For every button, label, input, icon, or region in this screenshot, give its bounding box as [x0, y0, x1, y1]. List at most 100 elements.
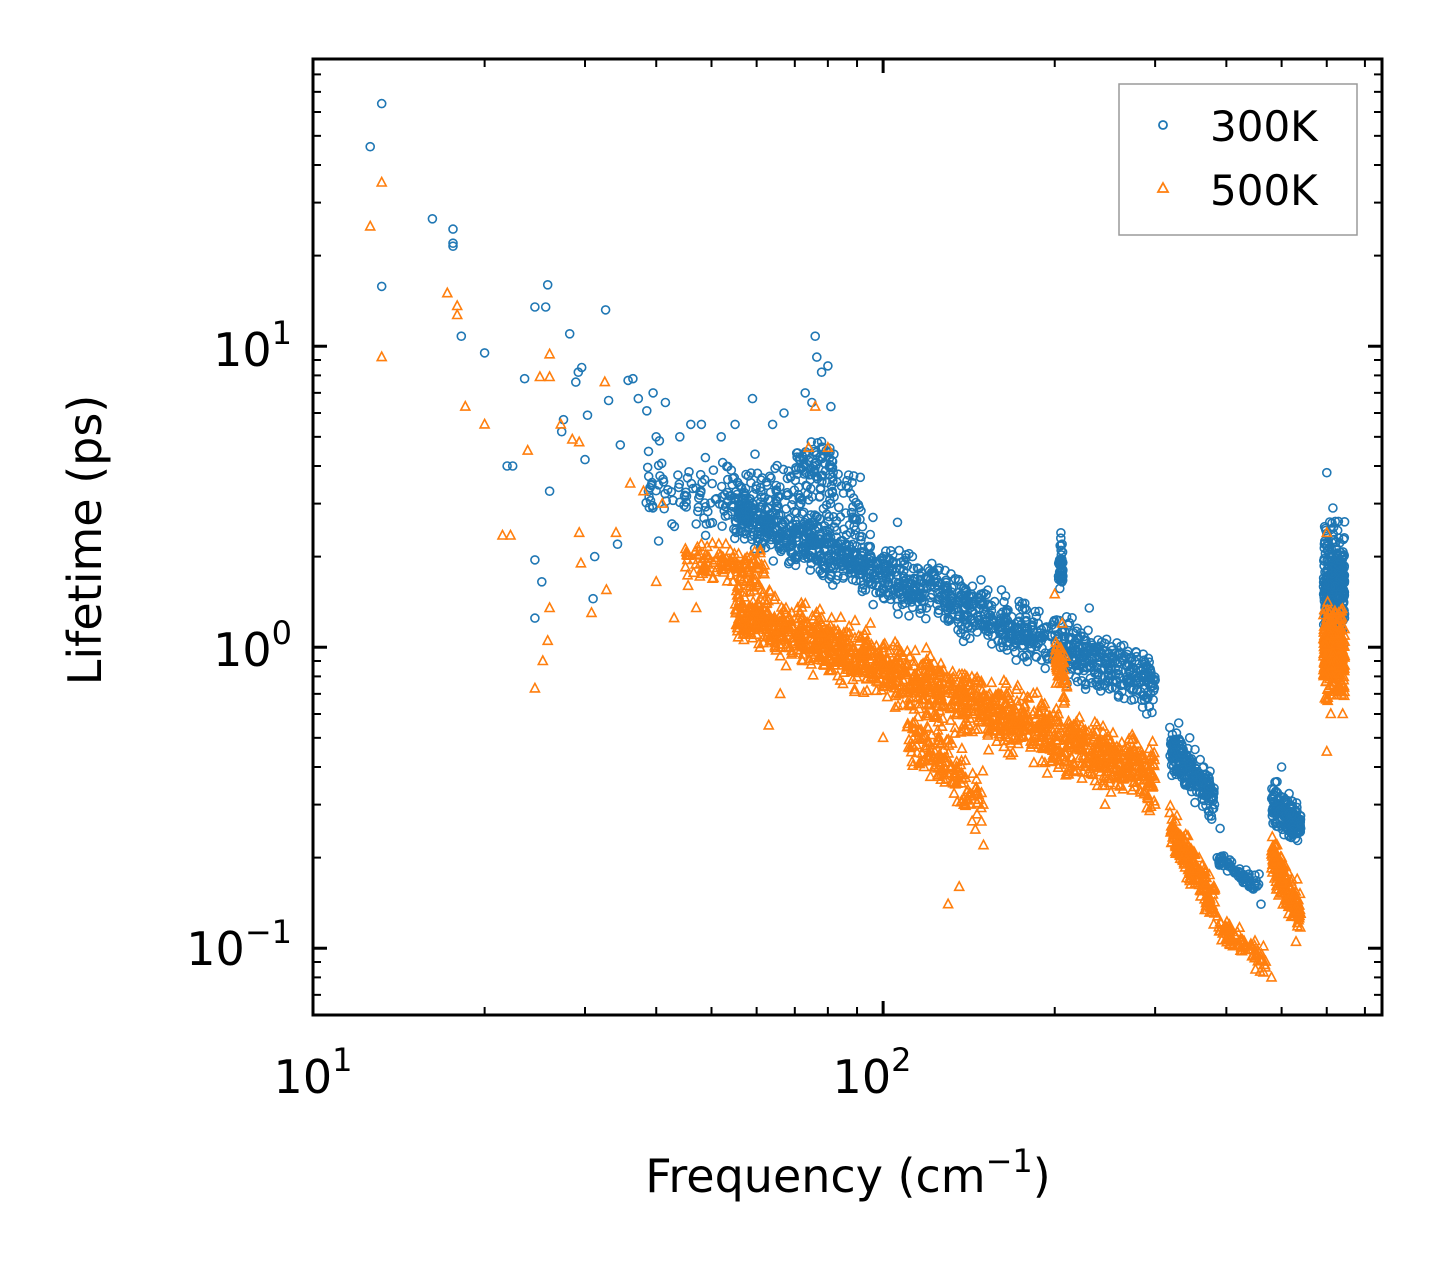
data-point-300k [1203, 776, 1214, 786]
data-point-300k [1322, 564, 1333, 575]
data-point-300k [730, 419, 740, 430]
data-point-300k [1184, 759, 1194, 770]
data-point-300k [1055, 540, 1065, 551]
data-point-300k [642, 462, 653, 473]
data-point-300k [978, 600, 988, 610]
data-point-300k [848, 471, 859, 481]
data-point-300k [643, 446, 654, 457]
data-point-300k [1113, 690, 1124, 701]
data-point-300k [848, 502, 858, 512]
data-point-300k [708, 465, 719, 476]
data-point-300k [1256, 899, 1266, 910]
data-point-300k [544, 486, 555, 497]
data-point-300k [1241, 877, 1252, 888]
data-point-300k [1269, 796, 1279, 807]
data-point-300k [959, 583, 969, 594]
data-point-300k [887, 556, 898, 567]
data-point-300k [1339, 588, 1349, 598]
data-point-300k [747, 393, 758, 404]
data-point-300k [1080, 657, 1091, 667]
data-point-300k [843, 470, 854, 480]
data-point-300k [685, 419, 696, 430]
data-point-500k [1085, 767, 1097, 779]
data-point-300k [776, 528, 786, 539]
data-point-300k [729, 533, 740, 544]
data-point-300k [589, 551, 600, 562]
data-point-300k [745, 531, 756, 542]
data-point-300k [1006, 630, 1016, 641]
data-point-300k [1287, 796, 1297, 807]
data-point-300k [902, 561, 913, 571]
data-point-300k [802, 481, 812, 492]
data-point-300k [953, 574, 964, 585]
data-point-300k [1076, 631, 1086, 641]
data-point-500k [707, 555, 719, 567]
data-point-300k [1276, 762, 1287, 772]
data-point-300k [1051, 623, 1061, 634]
data-point-300k [1267, 808, 1278, 818]
data-point-500k [814, 602, 826, 614]
data-point-300k [922, 572, 933, 583]
data-point-300k [699, 474, 710, 485]
data-point-300k [894, 563, 905, 574]
data-point-500k [757, 562, 770, 574]
data-point-300k [1056, 527, 1066, 538]
data-point-500k [698, 552, 711, 564]
data-point-300k [502, 461, 512, 471]
data-point-300k [986, 639, 997, 649]
data-point-300k [810, 471, 821, 482]
data-point-300k [849, 556, 860, 566]
data-point-300k [946, 569, 956, 579]
data-point-300k [623, 375, 633, 386]
data-point-300k [1040, 663, 1050, 674]
data-point-300k [1026, 642, 1037, 653]
data-point-300k [1333, 565, 1344, 575]
data-point-300k [696, 419, 707, 430]
data-point-300k [1094, 681, 1105, 692]
data-point-500k [822, 664, 835, 676]
data-point-300k [910, 573, 920, 584]
data-point-300k [888, 590, 899, 600]
data-point-500k [1024, 740, 1037, 752]
data-point-500k [724, 544, 737, 556]
data-point-300k [854, 531, 865, 542]
data-point-300k [785, 513, 796, 523]
data-point-300k [771, 485, 781, 496]
data-point-300k [1198, 762, 1209, 772]
data-point-500k [736, 596, 749, 608]
data-point-300k [582, 410, 593, 421]
data-point-300k [782, 530, 793, 541]
data-point-300k [797, 494, 807, 505]
data-point-300k [681, 497, 691, 507]
data-point-300k [651, 431, 662, 442]
data-point-300k [1279, 829, 1289, 840]
data-point-500k [1000, 676, 1013, 688]
data-point-300k [1036, 633, 1047, 644]
data-point-300k [570, 377, 581, 387]
data-point-300k [874, 587, 885, 598]
data-point-300k [1188, 772, 1198, 783]
data-point-300k [826, 569, 836, 580]
data-point-300k [846, 507, 857, 518]
data-point-300k [1177, 764, 1188, 775]
data-point-300k [1132, 685, 1142, 696]
data-point-300k [1148, 694, 1158, 705]
data-point-300k [1333, 516, 1344, 527]
data-point-300k [1295, 823, 1306, 834]
data-point-300k [1205, 766, 1215, 777]
data-point-300k [961, 609, 972, 620]
data-point-300k [1137, 702, 1148, 713]
data-point-300k [1331, 542, 1341, 553]
data-point-300k [1274, 806, 1284, 816]
data-point-300k [530, 555, 540, 565]
data-point-300k [883, 577, 894, 588]
data-point-500k [718, 556, 731, 568]
data-point-300k [822, 477, 833, 488]
data-point-300k [778, 464, 789, 475]
data-point-300k [752, 510, 763, 521]
data-point-300k [1321, 525, 1331, 536]
data-point-300k [865, 529, 876, 540]
data-point-500k [1053, 757, 1066, 769]
data-point-300k [955, 628, 966, 638]
data-point-300k [519, 373, 530, 384]
